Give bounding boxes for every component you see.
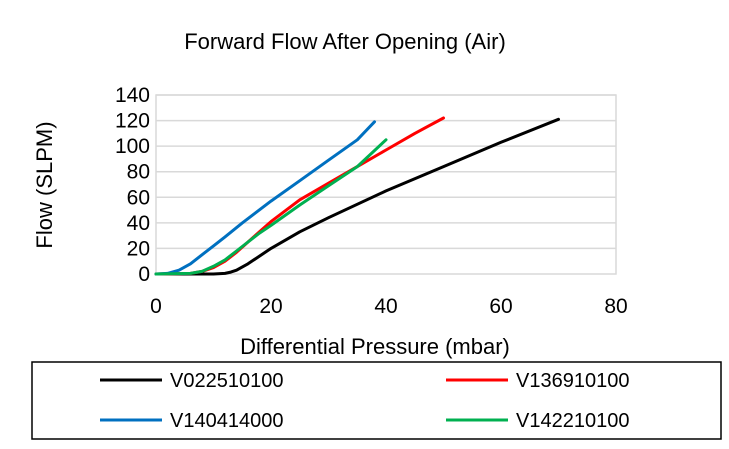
y-tick-label: 80	[127, 161, 150, 184]
series-line-v022510100	[154, 117, 560, 276]
x-tick-label: 60	[489, 295, 512, 318]
legend-label: V022510100	[170, 370, 283, 392]
series-line-v136910100	[154, 116, 445, 276]
series-lines	[154, 116, 560, 276]
x-tick-label: 0	[150, 295, 162, 318]
y-tick-label: 140	[115, 84, 150, 107]
x-axis-label: Differential Pressure (mbar)	[240, 334, 510, 359]
y-tick-label: 40	[127, 212, 150, 235]
grid-lines	[156, 94, 616, 250]
legend-label: V136910100	[516, 370, 629, 392]
series-line-v140414000	[154, 120, 376, 276]
x-axis-ticks: 0 20 40 60 80	[150, 295, 628, 318]
legend-label: V140414000	[170, 410, 283, 432]
y-tick-label: 20	[127, 237, 150, 260]
plot-area-border	[155, 94, 617, 275]
legend-box	[31, 361, 722, 440]
legend: V022510100 V136910100 V140414000 V142210100	[100, 370, 629, 432]
y-axis-label: Flow (SLPM)	[32, 121, 57, 248]
y-tick-label: 0	[138, 263, 150, 286]
chart-title: Forward Flow After Opening (Air)	[184, 29, 506, 54]
x-tick-label: 20	[259, 295, 282, 318]
series-line-v142210100	[154, 138, 388, 276]
legend-label: V142210100	[516, 410, 629, 432]
x-tick-label: 80	[604, 295, 627, 318]
y-tick-label: 60	[127, 186, 150, 209]
x-tick-label: 40	[374, 295, 397, 318]
y-tick-label: 100	[115, 135, 150, 158]
y-tick-label: 120	[115, 110, 150, 133]
